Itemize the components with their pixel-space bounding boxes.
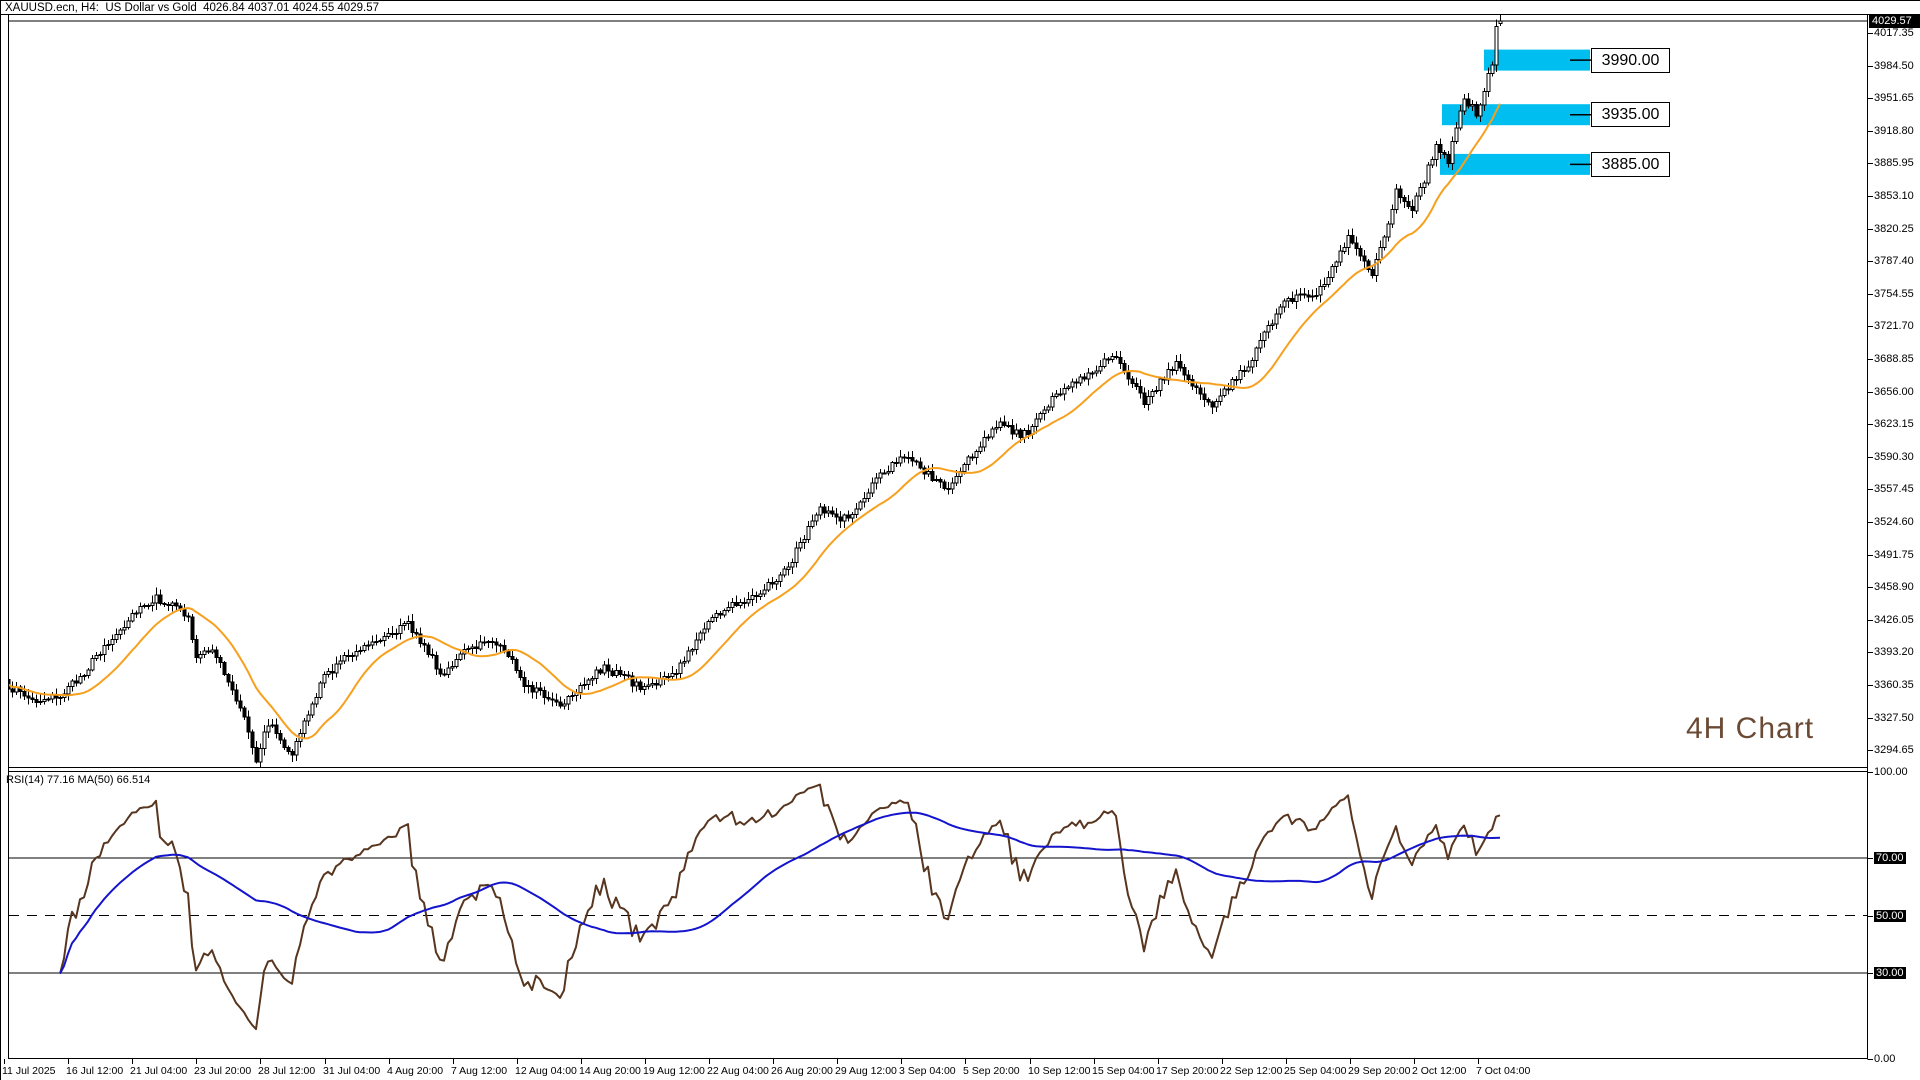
price-tick-label: 3820.25 bbox=[1874, 223, 1914, 235]
time-tick-label: 3 Sep 04:00 bbox=[899, 1065, 956, 1077]
price-tick-label: 3557.45 bbox=[1874, 483, 1914, 495]
bull-candles bbox=[14, 20, 1503, 763]
time-tick-label: 7 Aug 12:00 bbox=[451, 1065, 508, 1077]
time-tick-label: 26 Aug 20:00 bbox=[771, 1065, 833, 1077]
price-tick-label: 3885.95 bbox=[1874, 157, 1914, 169]
time-tick-label: 4 Aug 20:00 bbox=[387, 1065, 444, 1077]
time-tick-label: 10 Sep 12:00 bbox=[1028, 1065, 1091, 1077]
current-price-tag: 4029.57 bbox=[1869, 14, 1920, 28]
time-tick-label: 11 Jul 2025 bbox=[2, 1065, 56, 1077]
time-tick-label: 15 Sep 04:00 bbox=[1092, 1065, 1155, 1077]
bear-candles bbox=[9, 98, 1479, 763]
price-tick-label: 3656.00 bbox=[1874, 386, 1914, 398]
time-tick-label: 7 Oct 04:00 bbox=[1476, 1065, 1531, 1077]
time-tick-label: 29 Aug 12:00 bbox=[835, 1065, 897, 1077]
price-level-label-3935.00[interactable]: 3935.00 bbox=[1591, 102, 1670, 127]
price-tick-label: 3721.70 bbox=[1874, 320, 1914, 332]
price-tick-label: 3327.50 bbox=[1874, 712, 1914, 724]
candle-wicks bbox=[9, 14, 1501, 767]
price-tick-label: 3688.85 bbox=[1874, 353, 1914, 365]
watermark-text: 4H Chart bbox=[1686, 712, 1815, 745]
price-tick-label: 3426.05 bbox=[1874, 614, 1914, 626]
time-tick-label: 5 Sep 20:00 bbox=[963, 1065, 1020, 1077]
price-tick-label: 3524.60 bbox=[1874, 516, 1914, 528]
price-tick-label: 3754.55 bbox=[1874, 288, 1914, 300]
rsi-ma-line bbox=[59, 811, 1501, 975]
rsi-line bbox=[59, 783, 1501, 1031]
time-tick-label: 12 Aug 04:00 bbox=[515, 1065, 577, 1077]
rsi-axis-label: 50.00 bbox=[1874, 910, 1906, 922]
price-band[interactable] bbox=[1440, 153, 1590, 175]
price-tick-label: 3491.75 bbox=[1874, 549, 1914, 561]
time-tick-label: 29 Sep 20:00 bbox=[1348, 1065, 1411, 1077]
chart-title: XAUUSD.ecn, H4: US Dollar vs Gold 4026.8… bbox=[5, 2, 379, 14]
price-tick-label: 3918.80 bbox=[1874, 125, 1914, 137]
price-tick-label: 3458.90 bbox=[1874, 581, 1914, 593]
price-tick-label: 3294.65 bbox=[1874, 744, 1914, 756]
price-tick-label: 3393.20 bbox=[1874, 646, 1914, 658]
time-tick-label: 31 Jul 04:00 bbox=[323, 1065, 381, 1077]
price-level-label-3990.00[interactable]: 3990.00 bbox=[1591, 48, 1670, 73]
rsi-axis-label: 30.00 bbox=[1874, 967, 1906, 979]
price-tick-label: 3984.50 bbox=[1874, 60, 1914, 72]
time-tick-label: 2 Oct 12:00 bbox=[1412, 1065, 1467, 1077]
time-tick-label: 19 Aug 12:00 bbox=[643, 1065, 705, 1077]
price-tick-label: 3360.35 bbox=[1874, 679, 1914, 691]
price-level-label-3885.00[interactable]: 3885.00 bbox=[1591, 152, 1670, 177]
time-tick-label: 16 Jul 12:00 bbox=[66, 1065, 124, 1077]
price-tick-label: 3853.10 bbox=[1874, 190, 1914, 202]
time-tick-label: 22 Sep 12:00 bbox=[1220, 1065, 1283, 1077]
time-tick-label: 14 Aug 20:00 bbox=[579, 1065, 641, 1077]
price-tick-label: 3590.30 bbox=[1874, 451, 1914, 463]
rsi-axis-label: 0.00 bbox=[1874, 1053, 1896, 1065]
rsi-axis-label: 70.00 bbox=[1874, 852, 1906, 864]
time-tick-label: 21 Jul 04:00 bbox=[130, 1065, 188, 1077]
price-tick-label: 3623.15 bbox=[1874, 418, 1914, 430]
ma-line bbox=[9, 103, 1501, 740]
rsi-indicator-label: RSI(14) 77.16 MA(50) 66.514 bbox=[6, 774, 151, 786]
time-tick-label: 28 Jul 12:00 bbox=[258, 1065, 316, 1077]
time-tick-label: 23 Jul 20:00 bbox=[194, 1065, 252, 1077]
price-band[interactable] bbox=[1484, 49, 1590, 71]
price-tick-label: 4017.35 bbox=[1874, 27, 1914, 39]
time-tick-label: 25 Sep 04:00 bbox=[1284, 1065, 1347, 1077]
time-tick-label: 17 Sep 20:00 bbox=[1156, 1065, 1219, 1077]
rsi-axis-label: 100.00 bbox=[1874, 766, 1908, 778]
time-tick-label: 22 Aug 04:00 bbox=[707, 1065, 769, 1077]
price-tick-label: 3951.65 bbox=[1874, 92, 1914, 104]
price-tick-label: 3787.40 bbox=[1874, 255, 1914, 267]
